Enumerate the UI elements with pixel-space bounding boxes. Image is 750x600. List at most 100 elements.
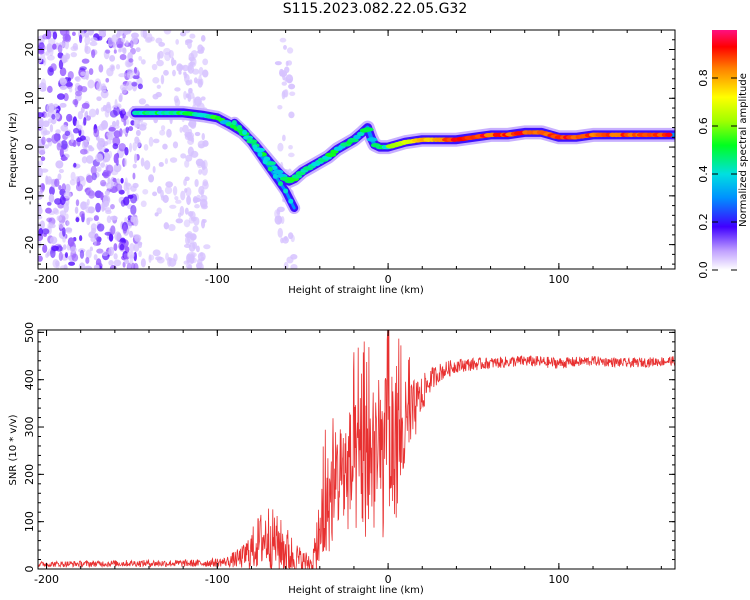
noise-speckle [49, 186, 55, 196]
noise-speckle [100, 162, 106, 168]
noise-speckle [42, 244, 48, 253]
branch-blob [231, 120, 237, 126]
noise-speckle [180, 190, 186, 201]
noise-speckle [282, 134, 286, 142]
noise-speckle [46, 85, 53, 93]
noise-speckle [101, 202, 105, 212]
branch-blob [272, 173, 278, 179]
noise-speckle [84, 46, 91, 55]
noise-speckle [103, 200, 110, 208]
noise-speckle [55, 245, 63, 252]
noise-speckle [106, 131, 113, 138]
noise-speckle [120, 177, 124, 184]
noise-speckle [113, 259, 122, 267]
noise-speckle [126, 261, 132, 269]
noise-speckle [133, 66, 138, 74]
noise-speckle [40, 127, 48, 137]
noise-speckle [189, 79, 193, 85]
noise-speckle [113, 153, 119, 164]
noise-speckle [85, 70, 90, 81]
noise-speckle [143, 160, 151, 170]
noise-speckle [74, 206, 79, 214]
noise-speckle [64, 130, 71, 137]
noise-speckle [46, 54, 55, 61]
noise-speckle [283, 261, 289, 269]
noise-speckle [162, 143, 168, 150]
noise-speckle [138, 250, 142, 258]
noise-speckle [202, 181, 209, 190]
spectrogram-x-axis-label: Height of straight line (km) [288, 285, 424, 296]
noise-speckle [135, 129, 141, 137]
noise-speckle [79, 148, 88, 155]
noise-speckle [183, 260, 189, 265]
branch-blob [262, 159, 268, 165]
noise-speckle [59, 102, 67, 108]
noise-speckle [202, 159, 208, 169]
noise-speckle [63, 191, 72, 199]
noise-speckle [179, 126, 183, 133]
noise-speckle [277, 215, 282, 224]
noise-speckle [70, 171, 76, 181]
noise-speckle [133, 118, 140, 128]
noise-speckle [95, 108, 100, 116]
noise-speckle [145, 32, 153, 43]
noise-speckle [59, 85, 68, 90]
noise-speckle [193, 96, 202, 107]
noise-speckle [65, 227, 73, 234]
spectrogram-ridge [128, 105, 675, 214]
noise-speckle [185, 39, 193, 44]
noise-speckle [152, 166, 156, 174]
noise-speckle [38, 146, 46, 156]
noise-speckle [110, 225, 116, 235]
noise-speckle [46, 217, 53, 223]
noise-speckle [109, 264, 117, 269]
noise-speckle [155, 37, 163, 44]
ridge-halo [128, 105, 675, 189]
noise-speckle [118, 94, 123, 103]
noise-speckle [120, 237, 126, 243]
noise-speckle [42, 228, 50, 235]
noise-speckle [86, 174, 93, 184]
noise-speckle [66, 220, 70, 226]
noise-speckle [109, 55, 116, 62]
noise-speckle [189, 61, 196, 66]
noise-speckle [96, 141, 104, 150]
noise-speckle [128, 58, 134, 63]
noise-speckle [55, 262, 60, 269]
chart-title: S115.2023.082.22.05.G32 [282, 1, 468, 17]
noise-speckle [166, 128, 172, 138]
noise-speckle [106, 101, 111, 109]
noise-speckle [123, 30, 129, 36]
noise-speckle [74, 98, 78, 108]
noise-speckle [104, 109, 110, 118]
noise-speckle [113, 253, 118, 260]
noise-speckle [115, 64, 121, 70]
noise-speckle [64, 39, 70, 50]
noise-speckle [186, 195, 191, 206]
noise-speckle [179, 205, 185, 216]
noise-speckle [187, 62, 191, 73]
noise-speckle [198, 143, 205, 149]
noise-speckle [67, 237, 75, 247]
noise-speckle [168, 49, 174, 59]
noise-speckle [75, 183, 83, 192]
noise-speckle [286, 60, 293, 66]
noise-speckle [47, 118, 53, 124]
noise-speckle [197, 252, 206, 262]
noise-speckle [193, 197, 202, 203]
noise-speckle [62, 33, 71, 42]
noise-speckle [280, 216, 285, 225]
noise-speckle [194, 131, 201, 137]
noise-speckle [57, 173, 62, 181]
noise-speckle [195, 158, 204, 167]
noise-speckle [188, 254, 195, 263]
noise-speckle [49, 67, 54, 73]
noise-speckle [91, 49, 96, 59]
noise-speckle [74, 76, 80, 81]
noise-speckle [122, 108, 126, 115]
noise-speckle [88, 108, 97, 118]
noise-speckle [68, 261, 76, 266]
branch-blob [257, 151, 263, 157]
noise-speckle [45, 175, 49, 185]
noise-speckle [118, 73, 126, 78]
